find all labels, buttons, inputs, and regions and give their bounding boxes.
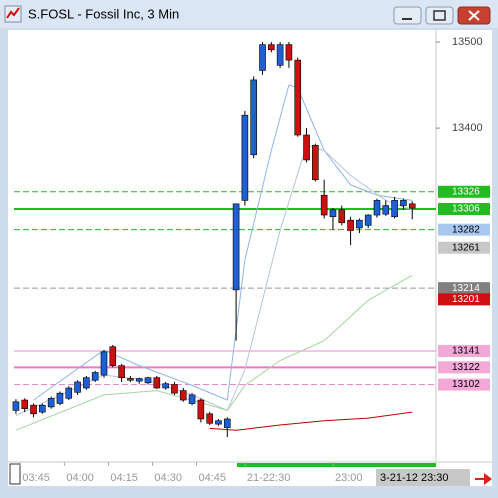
candle-body xyxy=(285,44,293,61)
x-tick-label: 04:30 xyxy=(154,472,182,484)
candle-body xyxy=(215,420,222,425)
candle-body xyxy=(171,384,178,394)
candle-body xyxy=(364,214,372,226)
chart-area xyxy=(8,30,492,486)
minimize-button[interactable] xyxy=(393,6,422,25)
candle-body xyxy=(65,387,73,399)
candle-body xyxy=(188,394,196,404)
window-title: S.FOSL - Fossil Inc, 3 Min xyxy=(28,6,179,21)
close-icon xyxy=(468,10,480,21)
overlay-line xyxy=(209,411,413,431)
candle-body xyxy=(373,200,381,216)
candle-body xyxy=(391,200,398,218)
candle-body xyxy=(400,200,407,206)
candle-body xyxy=(356,219,363,229)
level-label: 13282 xyxy=(452,224,480,235)
candle-body xyxy=(118,365,125,378)
plot: 13500 13400 03:45 04:00 04:15 04:30 04:45 21-22… xyxy=(12,36,490,484)
app-icon-graph xyxy=(6,7,20,19)
x-tick-label: 04:45 xyxy=(198,472,226,484)
level-label-box xyxy=(438,223,490,236)
end-time-label: 3-21-12 23:30 xyxy=(380,472,449,484)
candle-body xyxy=(347,219,354,231)
level-label-box xyxy=(438,361,490,374)
x-tick-label: 03:45 xyxy=(22,472,50,484)
candle-body xyxy=(56,392,64,404)
maximize-icon xyxy=(433,10,446,21)
candle-body xyxy=(83,377,90,389)
candle-body xyxy=(74,381,81,393)
candle-body xyxy=(179,390,187,401)
x-tick-label: 04:00 xyxy=(66,472,94,484)
candle-body xyxy=(91,372,99,381)
x-tick-label: 23:00 xyxy=(335,472,363,484)
candle-body xyxy=(30,404,37,415)
candle-body xyxy=(100,351,108,376)
candle-body xyxy=(135,378,143,382)
candle-body xyxy=(320,194,328,216)
scroll-box[interactable] xyxy=(9,463,21,485)
candle-body xyxy=(408,203,416,209)
candle-body xyxy=(268,44,275,51)
x-tick-label: 04:15 xyxy=(110,472,138,484)
candle-body xyxy=(250,79,258,156)
candle-body xyxy=(144,377,152,384)
level-label-box xyxy=(438,185,490,198)
candle-body xyxy=(294,59,302,136)
level-label: 13326 xyxy=(452,186,480,197)
candle-body xyxy=(109,346,117,366)
level-label-box xyxy=(438,344,490,357)
y-tick-label: 13400 xyxy=(452,122,483,134)
candle-body xyxy=(276,44,284,66)
overlay-line xyxy=(15,274,413,431)
candle-body xyxy=(382,205,390,215)
level-label-box xyxy=(438,241,490,254)
candle-body xyxy=(223,418,231,428)
level-label: 13214 xyxy=(452,283,480,294)
level-label: 13141 xyxy=(452,346,480,357)
candle-body xyxy=(312,145,319,181)
level-label: 13306 xyxy=(452,204,480,215)
candle-body xyxy=(21,399,29,409)
level-label-box xyxy=(438,202,490,215)
y-tick-label: 13500 xyxy=(452,36,483,48)
candle-body xyxy=(329,209,337,218)
candle-body xyxy=(241,114,249,201)
overlay-line xyxy=(33,84,413,401)
level-label-box xyxy=(438,293,490,306)
maximize-button[interactable] xyxy=(425,6,454,25)
candle-body xyxy=(259,44,266,71)
level-label-box xyxy=(438,282,490,295)
scroll-arrow[interactable] xyxy=(475,473,492,485)
level-label: 13261 xyxy=(452,242,480,253)
candle-body xyxy=(232,203,240,291)
candle-body xyxy=(197,399,205,420)
level-label: 13102 xyxy=(452,379,480,390)
end-label-box xyxy=(376,469,470,486)
candle-body xyxy=(338,209,346,224)
x-tick-label: 21-22:30 xyxy=(247,472,290,484)
candle-body xyxy=(206,413,213,424)
candle-body xyxy=(162,383,169,389)
level-label-box xyxy=(438,378,490,391)
level-label: 13122 xyxy=(452,362,480,373)
candle-body xyxy=(127,378,134,381)
candle-body xyxy=(303,134,310,161)
level-label: 13201 xyxy=(452,294,480,305)
candle-body xyxy=(12,401,20,411)
candle-body xyxy=(47,398,55,408)
session-bar xyxy=(237,463,436,467)
candle-body xyxy=(39,404,46,413)
candle-body xyxy=(153,377,161,389)
